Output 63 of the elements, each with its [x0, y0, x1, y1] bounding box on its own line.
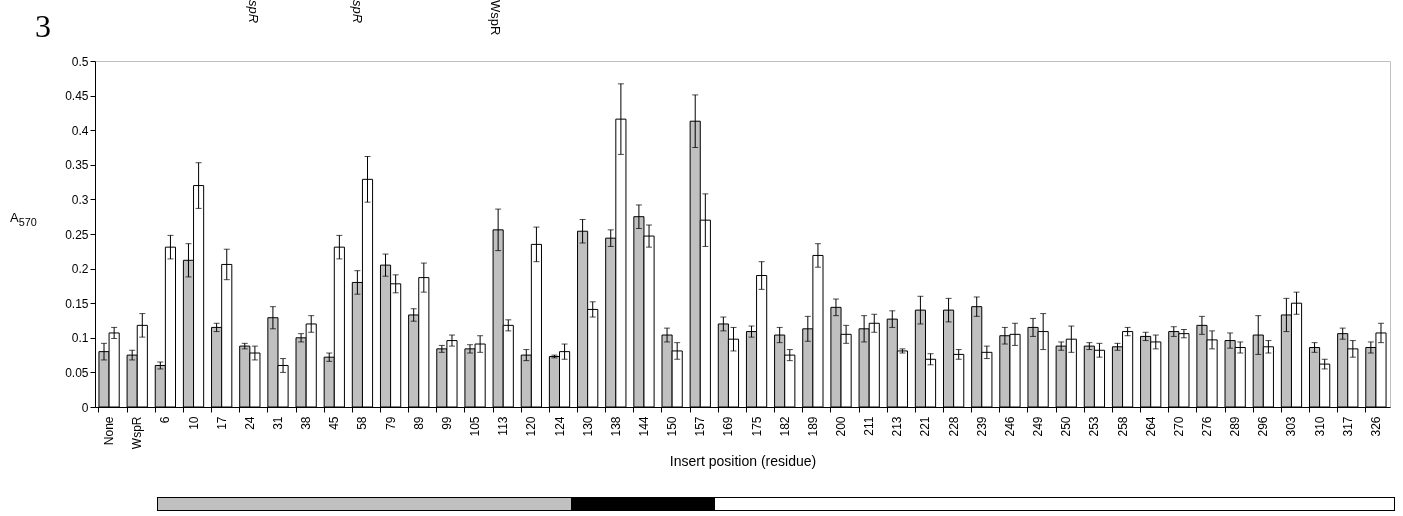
x-tick-label: 89 — [411, 416, 426, 430]
x-tick-label: 221 — [918, 416, 933, 437]
x-tick-label: 45 — [327, 416, 342, 430]
x-tick-label: 6 — [158, 416, 173, 424]
y-tick-label: 0.35 — [65, 158, 89, 173]
x-tick-label: 326 — [1368, 416, 1383, 437]
x-tick-label: 200 — [834, 416, 849, 437]
x-tick-label: 138 — [608, 416, 623, 437]
x-tick-label: 317 — [1340, 416, 1355, 437]
x-tick-label: 250 — [1059, 416, 1074, 437]
x-tick-label: 239 — [974, 416, 989, 437]
x-tick-label: 213 — [890, 416, 905, 437]
y-tick-label: 0.25 — [65, 227, 89, 242]
y-tick-label: 0.45 — [65, 89, 89, 104]
text: spR — [246, 0, 261, 24]
x-tick-label: 157 — [693, 416, 708, 437]
x-tick-label: 31 — [270, 416, 285, 430]
x-tick-label: 169 — [721, 416, 736, 437]
x-tick-label: 99 — [439, 416, 454, 430]
text: WspR — [488, 0, 503, 36]
x-tick-label: 246 — [1002, 416, 1017, 437]
x-tick-label: WspR — [130, 416, 145, 450]
x-tick-label: 264 — [1143, 416, 1158, 437]
x-tick-label: 175 — [749, 416, 764, 437]
x-tick-label: 310 — [1312, 416, 1327, 437]
y-tick-label: 0.05 — [65, 365, 89, 380]
x-tick-label: 270 — [1171, 416, 1186, 437]
text: 3 — [35, 8, 51, 45]
y-tick-label: 0.15 — [65, 296, 89, 311]
y-tick-label: 0.1 — [71, 331, 89, 346]
y-tick-label: 0.3 — [71, 192, 89, 207]
x-tick-label: 289 — [1228, 416, 1243, 437]
x-tick-label: 144 — [636, 416, 651, 437]
x-tick-label: 150 — [665, 416, 680, 437]
x-tick-label: 258 — [1115, 416, 1130, 437]
x-tick-label: 24 — [242, 416, 257, 430]
x-tick-label: 276 — [1200, 416, 1215, 437]
x-tick-label: 79 — [383, 416, 398, 430]
x-tick-label: 189 — [805, 416, 820, 437]
x-tick-label: 303 — [1284, 416, 1299, 437]
y-tick-label: 0.2 — [71, 262, 89, 277]
x-tick-label: 113 — [496, 416, 511, 436]
x-tick-label: 296 — [1256, 416, 1271, 437]
y-tick-label: 0.5 — [71, 54, 89, 69]
x-tick-label: 211 — [862, 416, 877, 436]
x-tick-label: 10 — [186, 416, 201, 430]
x-tick-label: 253 — [1087, 416, 1102, 437]
x-tick-label: 17 — [214, 416, 229, 430]
text: spR — [350, 0, 365, 24]
y-tick-label: 0 — [81, 400, 89, 415]
x-tick-label: 228 — [946, 416, 961, 437]
y-tick-label: 0.4 — [71, 123, 89, 138]
x-tick-label: 105 — [468, 416, 483, 437]
x-tick-label: None — [102, 416, 117, 446]
x-tick-label: 58 — [355, 416, 370, 430]
x-tick-label: 120 — [524, 416, 539, 437]
x-tick-label: 130 — [580, 416, 595, 437]
y-axis-title: A$_{570}$ — [10, 210, 37, 228]
x-tick-label: 182 — [777, 416, 792, 437]
x-tick-label: 38 — [299, 416, 314, 430]
x-tick-label: 124 — [552, 416, 567, 437]
x-axis-title: Insert position (residue) — [669, 453, 817, 470]
x-tick-label: 249 — [1031, 416, 1046, 437]
